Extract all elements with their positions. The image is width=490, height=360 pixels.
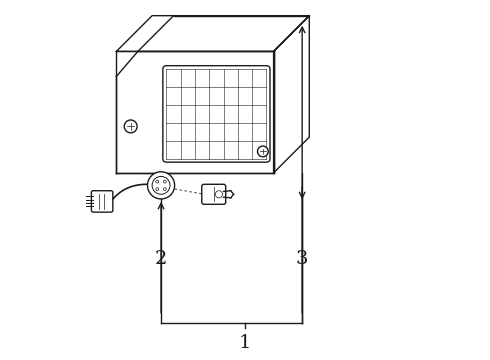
Circle shape bbox=[147, 172, 174, 199]
Circle shape bbox=[258, 146, 268, 157]
FancyBboxPatch shape bbox=[163, 66, 270, 162]
FancyBboxPatch shape bbox=[92, 191, 113, 212]
Circle shape bbox=[163, 180, 166, 183]
Circle shape bbox=[215, 191, 222, 198]
Circle shape bbox=[152, 176, 170, 194]
Circle shape bbox=[156, 180, 159, 183]
Circle shape bbox=[156, 188, 159, 190]
Text: 1: 1 bbox=[239, 333, 251, 351]
Circle shape bbox=[163, 188, 166, 190]
Circle shape bbox=[124, 120, 137, 133]
FancyBboxPatch shape bbox=[202, 184, 226, 204]
Text: 3: 3 bbox=[296, 249, 308, 267]
Text: 2: 2 bbox=[155, 249, 167, 267]
